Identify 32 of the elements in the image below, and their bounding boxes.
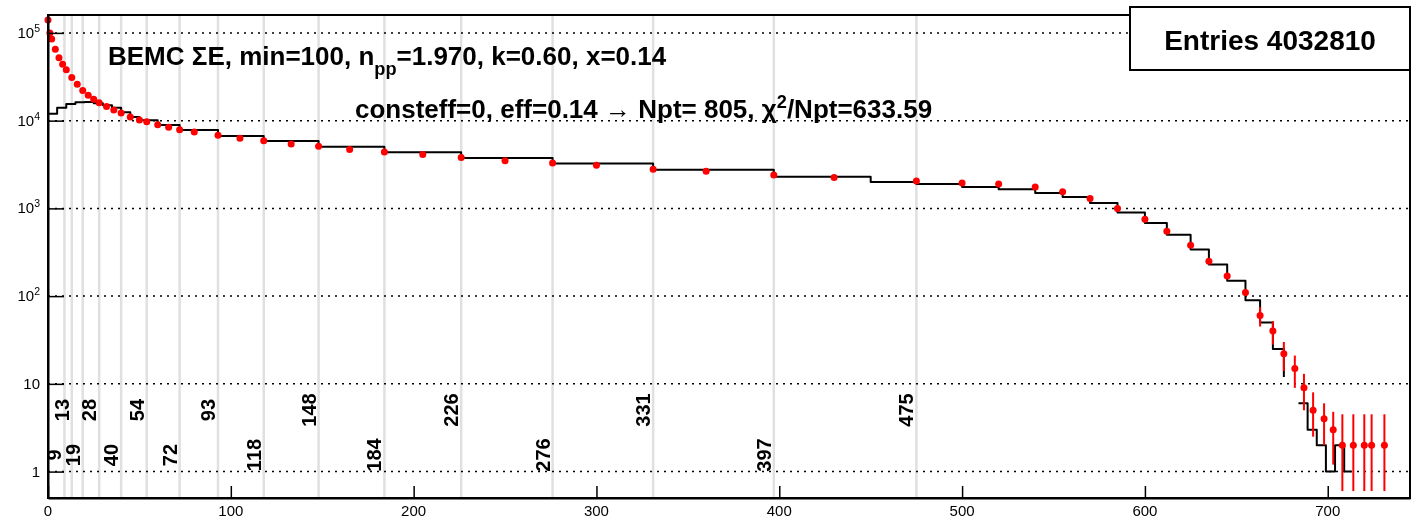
y-tick-label: 10$^{5}$ — [17, 21, 41, 41]
x-tick-label: 500 — [949, 502, 975, 519]
ref-line-label: 148 — [297, 393, 320, 427]
x-tick-label: 0 — [43, 502, 53, 519]
y-tick-label: 1 — [31, 462, 40, 480]
ref-line-label: 397 — [752, 438, 775, 472]
y-tick-label: 10$^{2}$ — [17, 285, 41, 305]
ref-line-label: 19 — [61, 443, 84, 467]
x-tick-label: 200 — [401, 502, 427, 519]
ref-line-label: 226 — [440, 393, 463, 427]
x-tick-label: 300 — [583, 502, 609, 519]
ref-line-label: 93 — [197, 398, 220, 422]
annotation: BEMC ΣE, min=100, n$_{pp}$=1.970, k=0.60, x=0.14 — [108, 41, 667, 79]
annotation: consteff=0, eff=0.14 → Npt= 805, χ$^{2}$/Npt=633.59 — [355, 92, 933, 124]
x-tick-label: 600 — [1132, 502, 1158, 519]
ref-line-label: 475 — [895, 393, 918, 427]
ref-line-label: 40 — [100, 443, 123, 467]
ref-line-label: 13 — [50, 398, 73, 422]
ref-line-label: 28 — [78, 398, 101, 422]
ref-line-label: 276 — [531, 438, 554, 472]
ref-line-label: 118 — [242, 438, 265, 472]
x-tick-label: 400 — [766, 502, 792, 519]
y-tick-label: 10$^{4}$ — [17, 109, 41, 129]
x-tick-label: 100 — [218, 502, 244, 519]
ref-line-label: 331 — [632, 393, 655, 427]
ref-line-label: 184 — [363, 437, 386, 472]
y-tick-label: 10$^{3}$ — [17, 197, 41, 217]
annotation: Entries 4032810 — [1164, 25, 1376, 56]
ref-line-label: 72 — [158, 443, 181, 467]
ref-line-label: 54 — [125, 398, 148, 422]
x-tick-label: 700 — [1315, 502, 1341, 519]
y-tick-label: 10 — [23, 374, 40, 392]
